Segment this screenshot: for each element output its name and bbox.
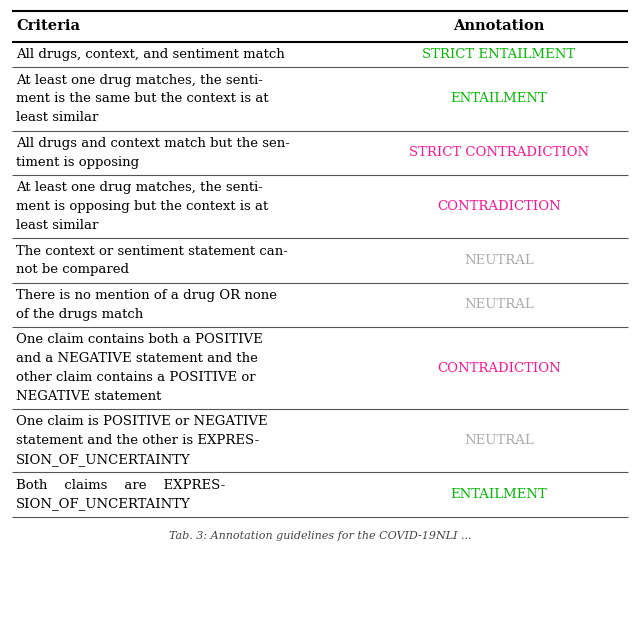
- Text: All drugs, context, and sentiment match: All drugs, context, and sentiment match: [16, 48, 285, 61]
- Text: There is no mention of a drug OR none: There is no mention of a drug OR none: [16, 289, 277, 302]
- Text: timent is opposing: timent is opposing: [16, 156, 139, 169]
- Text: Tab. 3: Annotation guidelines for the COVID-19NLI ...: Tab. 3: Annotation guidelines for the CO…: [169, 531, 471, 541]
- Text: At least one drug matches, the senti-: At least one drug matches, the senti-: [16, 74, 263, 87]
- Text: One claim is POSITIVE or NEGATIVE: One claim is POSITIVE or NEGATIVE: [16, 416, 268, 428]
- Text: At least one drug matches, the senti-: At least one drug matches, the senti-: [16, 181, 263, 194]
- Text: ment is the same but the context is at: ment is the same but the context is at: [16, 92, 269, 106]
- Text: NEUTRAL: NEUTRAL: [464, 254, 534, 267]
- Text: STRICT ENTAILMENT: STRICT ENTAILMENT: [422, 48, 575, 61]
- Text: of the drugs match: of the drugs match: [16, 308, 143, 321]
- Text: CONTRADICTION: CONTRADICTION: [437, 200, 561, 213]
- Text: least similar: least similar: [16, 111, 99, 124]
- Text: Both    claims    are    EXPRES-: Both claims are EXPRES-: [16, 479, 225, 492]
- Text: ENTAILMENT: ENTAILMENT: [451, 488, 547, 501]
- Text: least similar: least similar: [16, 219, 99, 232]
- Text: SION_OF_UNCERTAINTY: SION_OF_UNCERTAINTY: [16, 498, 191, 511]
- Text: All drugs and context match but the sen-: All drugs and context match but the sen-: [16, 137, 290, 150]
- Text: other claim contains a POSITIVE or: other claim contains a POSITIVE or: [16, 371, 255, 384]
- Text: ment is opposing but the context is at: ment is opposing but the context is at: [16, 200, 268, 213]
- Text: Annotation: Annotation: [453, 19, 545, 33]
- Text: NEGATIVE statement: NEGATIVE statement: [16, 389, 161, 402]
- Text: The context or sentiment statement can-: The context or sentiment statement can-: [16, 244, 288, 258]
- Text: not be compared: not be compared: [16, 263, 129, 276]
- Text: and a NEGATIVE statement and the: and a NEGATIVE statement and the: [16, 352, 258, 365]
- Text: Criteria: Criteria: [16, 19, 80, 33]
- Text: statement and the other is EXPRES-: statement and the other is EXPRES-: [16, 434, 259, 447]
- Text: NEUTRAL: NEUTRAL: [464, 298, 534, 311]
- Text: NEUTRAL: NEUTRAL: [464, 434, 534, 447]
- Text: One claim contains both a POSITIVE: One claim contains both a POSITIVE: [16, 333, 263, 346]
- Text: SION_OF_UNCERTAINTY: SION_OF_UNCERTAINTY: [16, 453, 191, 466]
- Text: CONTRADICTION: CONTRADICTION: [437, 361, 561, 374]
- Text: ENTAILMENT: ENTAILMENT: [451, 92, 547, 106]
- Text: STRICT CONTRADICTION: STRICT CONTRADICTION: [409, 146, 589, 159]
